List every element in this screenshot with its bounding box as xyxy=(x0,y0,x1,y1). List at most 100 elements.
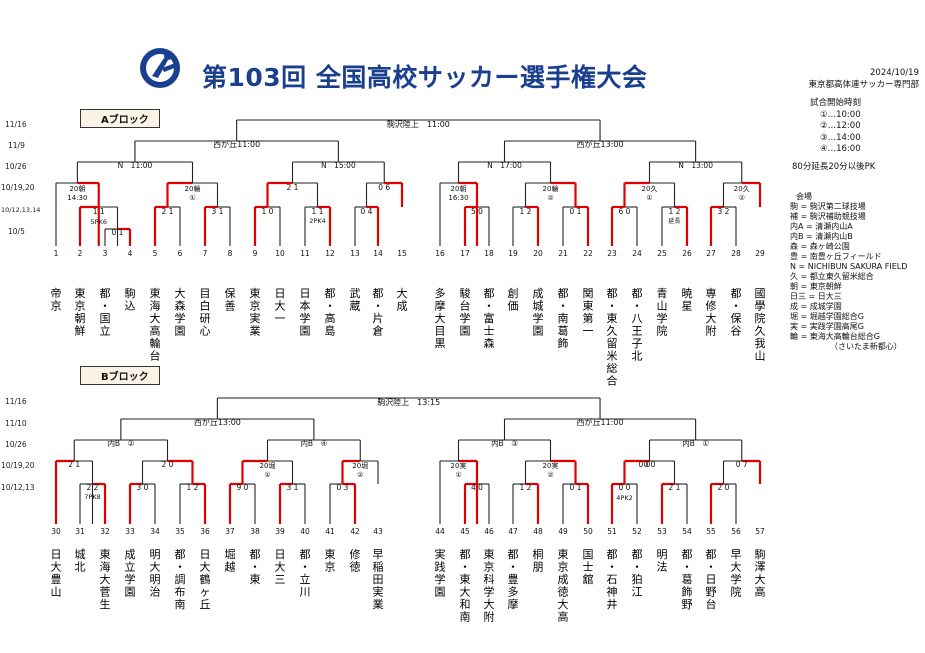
venue-item: N = NICHIBUN SAKURA FIELD xyxy=(790,262,908,271)
qf-venue: N 17:00 xyxy=(487,161,522,170)
team-name-char: 富 xyxy=(484,311,495,325)
team-number: 4 xyxy=(128,249,133,258)
team-name-char: 高 xyxy=(558,610,569,624)
team-name-char: 都 xyxy=(373,287,384,300)
venue-heading: 会場 xyxy=(796,192,812,201)
team-name: 武蔵 xyxy=(350,287,361,313)
team-name-char: 目 xyxy=(200,287,211,300)
team-number: 5 xyxy=(153,249,158,258)
team-name-char: 学 xyxy=(460,311,471,325)
team-number: 23 xyxy=(607,249,617,258)
match-score: 0 3 xyxy=(337,483,349,492)
team-name-char: 高 xyxy=(325,311,336,325)
team-name-char: 一 xyxy=(275,312,286,325)
team-name-char: 院 xyxy=(657,324,668,338)
team-name-char: 島 xyxy=(325,324,336,338)
match-score: 1 2 xyxy=(187,483,199,492)
team-number: 7 xyxy=(203,249,208,258)
team-name-char: 大 xyxy=(484,597,495,611)
team-name-char: ・ xyxy=(484,300,495,313)
match-score: 2 1 xyxy=(162,207,174,216)
team-name: 創価 xyxy=(508,286,519,313)
match-score: 0 6 xyxy=(378,183,390,192)
team-name-char: 保 xyxy=(225,286,236,300)
match-score: 4PK2 xyxy=(616,494,632,502)
r2-venue: 20朝 xyxy=(69,185,85,193)
team-name: 都・片倉 xyxy=(373,287,384,338)
team-name-char: 日 xyxy=(51,548,62,561)
team-name-char: 東 xyxy=(460,573,471,586)
match-score: 1 2 xyxy=(669,207,681,216)
team-name-char: 朝 xyxy=(75,312,86,325)
team-name-char: 山 xyxy=(755,350,766,363)
match-score: 5 0 xyxy=(471,207,483,216)
team-name: 東京朝鮮 xyxy=(75,287,86,338)
match-score: 0 1 xyxy=(570,483,582,492)
team-name-char: 布 xyxy=(175,586,186,599)
team-name-char: 久 xyxy=(755,325,766,338)
team-name-char: 業 xyxy=(250,325,261,338)
team-number: 35 xyxy=(175,527,185,536)
team-name-char: 東 xyxy=(325,548,336,561)
qf-venue: N 11:00 xyxy=(118,161,153,170)
team-name-char: 台 xyxy=(460,299,471,313)
team-name-char: 山 xyxy=(51,586,62,599)
team-number: 32 xyxy=(100,527,110,536)
team-name: 国士舘 xyxy=(583,548,594,586)
venue-item: 朝 = 東京朝鮮 xyxy=(790,282,842,291)
team-name: 明法 xyxy=(657,548,668,574)
match-score: 4 0 xyxy=(471,483,483,492)
team-name-char: 立 xyxy=(300,572,311,586)
team-name-char: 本 xyxy=(300,299,311,313)
kickoff-time: ①…10:00 xyxy=(820,109,861,120)
match-score: 0 0 xyxy=(619,483,631,492)
team-name-char: 大 xyxy=(51,560,62,574)
team-name-char: ・ xyxy=(508,561,519,574)
venue-item: 森 = 森ヶ崎公園 xyxy=(790,242,850,251)
match-score: 2 0 xyxy=(718,483,730,492)
team-name: 日大一 xyxy=(275,287,286,325)
r2-venue: 20久 xyxy=(642,184,658,193)
team-number: 27 xyxy=(706,249,716,258)
tournament-logo xyxy=(138,46,188,90)
kickoff-times: 試合開始時刻 ①…10:00 ②…12:00 ③…14:00 ④…16:00 8… xyxy=(792,98,875,173)
semi-venue: 西が丘13:00 xyxy=(577,139,624,149)
team-name-char: 都 xyxy=(250,548,261,561)
team-name-char: 第 xyxy=(583,311,594,325)
team-name-char: 調 xyxy=(175,572,186,586)
venue-item: 堀 = 堀越学園総合G xyxy=(790,312,864,321)
team-name-char: 森 xyxy=(175,299,186,313)
team-name-char: 蔵 xyxy=(350,300,361,313)
team-name: 実践学園 xyxy=(435,547,446,599)
match-score: 5PK6 xyxy=(91,218,107,226)
team-number: 14 xyxy=(373,249,383,258)
team-name-char: 京 xyxy=(558,560,569,574)
page-title: 第103回 全国高校サッカー選手権大会 xyxy=(202,63,648,92)
team-number: 20 xyxy=(533,249,543,258)
team-name-char: 大 xyxy=(397,286,408,300)
venue-item: 実 = 実践学園高尾G xyxy=(790,322,864,331)
team-name-char: 都 xyxy=(558,287,569,300)
team-name-char: 飾 xyxy=(682,586,693,599)
team-name-char: 業 xyxy=(373,598,384,611)
team-number: 43 xyxy=(373,527,383,536)
team-number: 48 xyxy=(533,527,543,536)
round-date: 11/10 xyxy=(5,419,27,428)
venue-item: （さいたま新都心） xyxy=(830,342,902,351)
team-number: 56 xyxy=(731,527,741,536)
r2-venue: 20輪 xyxy=(185,184,201,193)
team-name-char: 創 xyxy=(508,286,519,300)
block-a-label: Aブロック xyxy=(80,109,160,128)
team-name-char: 都 xyxy=(706,548,717,561)
team-name-char: 総 xyxy=(607,361,618,375)
team-number: 26 xyxy=(682,249,692,258)
team-number: 54 xyxy=(682,527,692,536)
